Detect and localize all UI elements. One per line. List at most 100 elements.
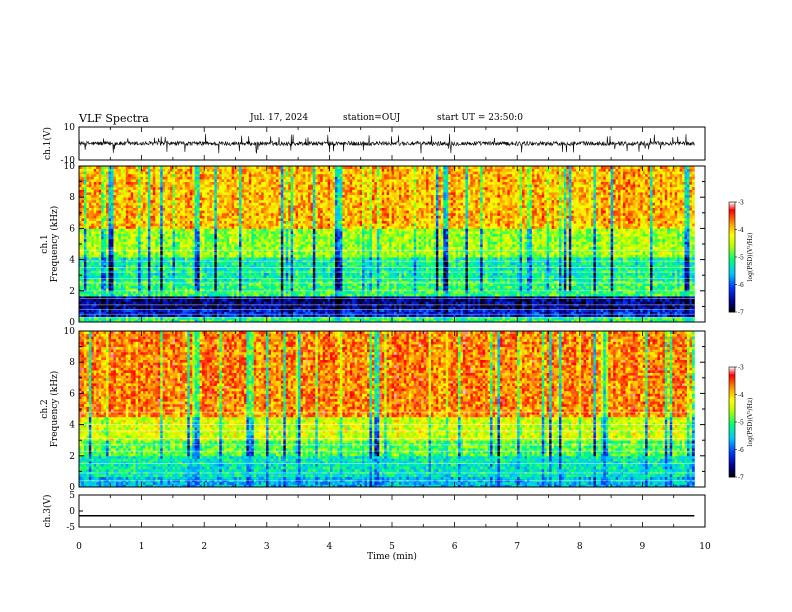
spectrogram-cell xyxy=(251,306,254,309)
spectrogram-cell xyxy=(113,283,116,286)
spectrogram-cell xyxy=(510,283,513,286)
spectrogram-cell xyxy=(453,293,456,296)
spectrogram-cell xyxy=(200,301,203,304)
spectrogram-cell xyxy=(557,293,560,296)
spectrogram-cell xyxy=(372,283,375,286)
spectrogram-cell xyxy=(515,283,518,286)
spectrogram-cell xyxy=(593,291,596,294)
spectrogram-cell xyxy=(677,314,680,317)
spectrogram-cell xyxy=(281,299,284,302)
spectrogram-cell xyxy=(286,270,289,273)
spectrogram-cell xyxy=(89,304,92,307)
spectrogram-cell xyxy=(261,270,264,273)
spectrogram-cell xyxy=(618,283,621,286)
spectrogram-cell xyxy=(155,301,158,304)
spectrogram-cell xyxy=(232,293,235,296)
spectrogram-cell xyxy=(123,270,126,273)
spectrogram-cell xyxy=(187,299,190,302)
spectrogram-cell xyxy=(94,314,97,317)
spectrogram-cell xyxy=(143,293,146,296)
spectrogram-cell xyxy=(276,270,279,273)
spectrogram-cell xyxy=(323,275,326,278)
spectrogram-cell xyxy=(168,275,171,278)
spectrogram-cell xyxy=(660,314,663,317)
spectrogram-cell xyxy=(86,304,89,307)
spectrogram-cell xyxy=(401,273,404,276)
spectrogram-cell xyxy=(680,275,683,278)
spectrogram-cell xyxy=(217,273,220,276)
spectrogram-cell xyxy=(200,273,203,276)
y-axis-label: ch.1(V) xyxy=(42,127,53,160)
spectrogram-cell xyxy=(554,304,557,307)
spectrogram-cell xyxy=(468,273,471,276)
spectrogram-cell xyxy=(559,306,562,309)
spectrogram-cell xyxy=(662,314,665,317)
spectrogram-cell xyxy=(465,283,468,286)
spectrogram-cell xyxy=(416,283,419,286)
spectrogram-cell xyxy=(510,299,513,302)
spectrogram-cell xyxy=(372,314,375,317)
spectrogram-cell xyxy=(192,275,195,278)
spectrogram-cell xyxy=(350,306,353,309)
spectrogram-cell xyxy=(485,291,488,294)
spectrogram-cell xyxy=(318,293,321,296)
spectrogram-cell xyxy=(662,291,665,294)
spectrogram-cell xyxy=(441,286,444,289)
spectrogram-cell xyxy=(254,273,257,276)
spectrogram-cell xyxy=(362,306,365,309)
spectrogram-cell xyxy=(598,306,601,309)
spectrogram-cell xyxy=(254,301,257,304)
spectrogram-cell xyxy=(352,293,355,296)
spectrogram-cell xyxy=(527,275,530,278)
spectrogram-cell xyxy=(214,273,217,276)
spectrogram-cell xyxy=(596,275,599,278)
spectrogram-cell xyxy=(438,286,441,289)
spectrogram-cell xyxy=(126,306,129,309)
spectrogram-cell xyxy=(480,301,483,304)
spectrogram-cell xyxy=(301,275,304,278)
spectrogram-cell xyxy=(525,275,528,278)
spectrogram-cell xyxy=(360,286,363,289)
spectrogram-cell xyxy=(276,304,279,307)
spectrogram-cell xyxy=(379,286,382,289)
spectrogram-cell xyxy=(490,270,493,273)
spectrogram-cell xyxy=(276,275,279,278)
spectrogram-cell xyxy=(510,275,513,278)
spectrogram-cell xyxy=(106,299,109,302)
spectrogram-cell xyxy=(387,283,390,286)
spectrogram-cell xyxy=(643,291,646,294)
spectrogram-cell xyxy=(382,270,385,273)
spectrogram-cell xyxy=(182,299,185,302)
spectrogram-cell xyxy=(254,270,257,273)
spectrogram-cell xyxy=(677,293,680,296)
spectrogram-cell xyxy=(623,314,626,317)
spectrogram-cell xyxy=(547,273,550,276)
spectrogram-cell xyxy=(628,273,631,276)
spectrogram-cell xyxy=(379,306,382,309)
spectrogram-cell xyxy=(431,283,434,286)
spectrogram-cell xyxy=(478,293,481,296)
spectrogram-cell xyxy=(131,306,134,309)
spectrogram-cell xyxy=(665,301,668,304)
spectrogram-cell xyxy=(507,273,510,276)
ch1-spectrogram-panel: 0246810ch.1 Frequency (kHz) xyxy=(40,162,705,328)
spectrogram-cell xyxy=(138,273,141,276)
spectrogram-cell xyxy=(552,299,555,302)
spectrogram-cell xyxy=(173,286,176,289)
spectrogram-cell xyxy=(133,293,136,296)
spectrogram-cell xyxy=(655,301,658,304)
spectrogram-cell xyxy=(190,306,193,309)
spectrogram-cell xyxy=(229,301,232,304)
spectrogram-cell xyxy=(394,293,397,296)
spectrogram-cell xyxy=(244,304,247,307)
spectrogram-cell xyxy=(512,304,515,307)
spectrogram-cell xyxy=(670,291,673,294)
spectrogram-cell xyxy=(241,273,244,276)
spectrogram-cell xyxy=(453,314,456,317)
spectrogram-cell xyxy=(239,275,242,278)
spectrogram-cell xyxy=(571,304,574,307)
spectrogram-cell xyxy=(470,306,473,309)
spectrogram-cell xyxy=(109,275,112,278)
spectrogram-cell xyxy=(342,273,345,276)
spectrogram-cell xyxy=(379,301,382,304)
